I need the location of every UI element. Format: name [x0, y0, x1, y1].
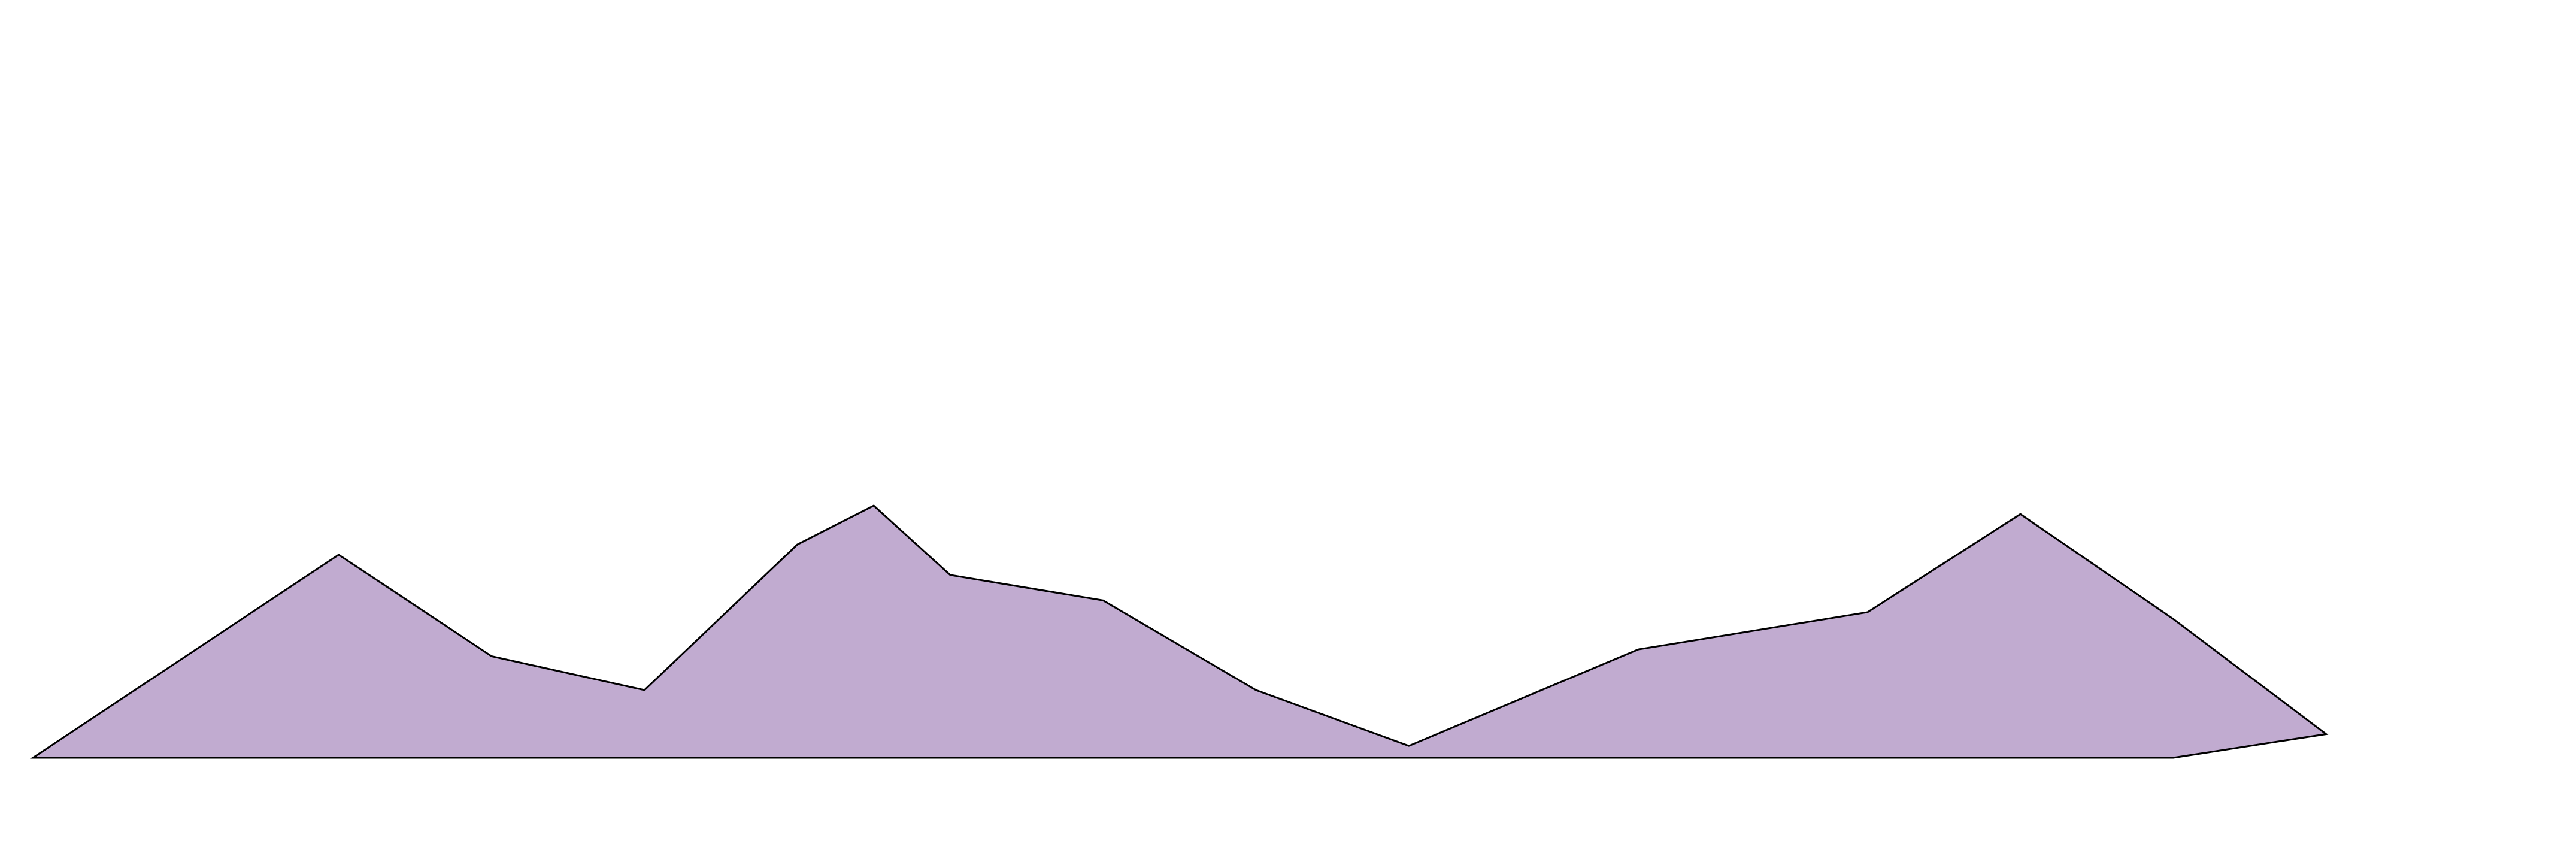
area-fill-polygon	[30, 504, 2329, 759]
area-series-layer	[30, 504, 2329, 759]
